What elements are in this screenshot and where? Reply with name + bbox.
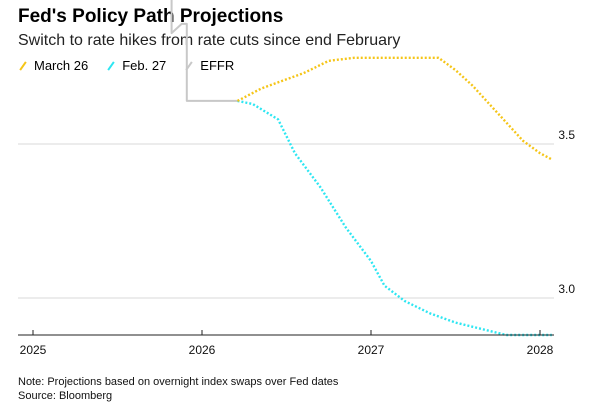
legend-item-march: March 26 (18, 58, 88, 73)
legend-label-feb: Feb. 27 (122, 58, 167, 73)
x-tick-label-3: 2028 (527, 343, 554, 357)
x-tick-label-2: 2027 (358, 343, 385, 357)
legend-item-effr: EFFR (184, 58, 234, 73)
x-tick-label-0: 2025 (20, 343, 47, 357)
series-lines (170, 0, 553, 337)
legend-label-march: March 26 (34, 58, 89, 73)
legend-label-effr: EFFR (200, 58, 235, 73)
chart-title: Fed's Policy Path Projections (18, 6, 284, 27)
x-tick-label-1: 2026 (189, 343, 216, 357)
y-tick-label-1: 3.5 (558, 128, 575, 142)
y-axis-labels: 3.03.54.0Percent (558, 128, 575, 296)
series-line-feb-27 (237, 99, 552, 337)
series-line-march-26 (236, 56, 553, 161)
chart-subtitle: Switch to rate hikes from rate cuts sinc… (18, 32, 401, 49)
source-note: Source: Bloomberg (18, 390, 113, 402)
gridlines (18, 143, 554, 299)
x-axis: 2025 2026 2027 2028 (18, 330, 554, 357)
footnote: Note: Projections based on overnight ind… (18, 376, 339, 388)
y-tick-label-0: 3.0 (558, 282, 575, 296)
series-line-effr (170, 0, 238, 102)
legend: March 26 Feb. 27 EFFR (18, 58, 234, 73)
legend-item-feb: Feb. 27 (106, 58, 166, 73)
